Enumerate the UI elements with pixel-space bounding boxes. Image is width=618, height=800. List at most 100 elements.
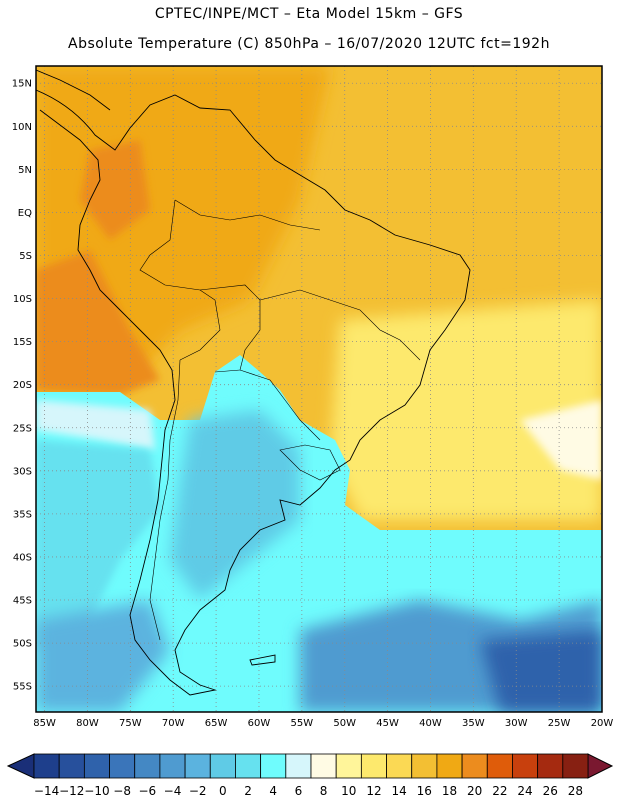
colorbar-swatch (360, 753, 387, 779)
colorbar-high-arrow (587, 753, 614, 779)
colorbar-label: −14 (34, 784, 59, 798)
latitude-label: 50S (13, 639, 32, 650)
colorbar-label: −12 (59, 784, 84, 798)
latitude-label: 30S (13, 466, 32, 477)
colorbar-swatch (537, 753, 564, 779)
field-pale-patch (520, 400, 602, 480)
colorbar-label: 2 (244, 784, 252, 798)
border-chile-argentina (149, 359, 181, 641)
latitude-label: 10N (12, 122, 32, 133)
coastline-south-america (36, 89, 471, 696)
border-brazil-states (259, 289, 421, 361)
colorbar-label: −8 (113, 784, 131, 798)
longitude-label: 70W (162, 718, 185, 729)
colorbar-label: 18 (442, 784, 457, 798)
colorbar-swatch (235, 753, 262, 779)
colorbar-swatch (83, 753, 110, 779)
falkland-islands-outline (249, 654, 276, 666)
longitude-label: 55W (291, 718, 314, 729)
latitude-labels: 15N 10N 5N EQ 5S 10S 15S 20S 25S 30S 35S 40S 45S 50S 5… (12, 79, 32, 693)
field-cool-pacific (36, 400, 155, 450)
colorbar-swatch (486, 753, 513, 779)
longitude-labels: 85W 80W 75W 70W 65W 60W 55W 50W 45W 40W 35W 30W 25W 2… (33, 718, 613, 729)
latitude-label: 5S (19, 251, 32, 262)
colorbar-swatch (562, 753, 589, 779)
temperature-field (36, 66, 602, 712)
latitude-label: 55S (13, 682, 32, 693)
coastline-layer (36, 69, 471, 696)
coastline-central-america (36, 69, 111, 111)
colorbar-swatch (285, 753, 312, 779)
latitude-label: 40S (13, 552, 32, 563)
colorbar-swatch (335, 753, 362, 779)
field-dark-orange-andes-north (80, 140, 150, 240)
colorbar-label: 22 (492, 784, 507, 798)
longitude-label: 25W (548, 718, 571, 729)
colorbar-swatch (109, 753, 136, 779)
colorbar-label: 4 (269, 784, 277, 798)
colorbar-label: 12 (366, 784, 381, 798)
field-cold-argentina (170, 410, 300, 600)
longitude-label: 50W (333, 718, 356, 729)
colorbar-label: 14 (391, 784, 406, 798)
field-coldest-southeast (480, 630, 602, 712)
longitude-label: 45W (376, 718, 399, 729)
longitude-label: 80W (76, 718, 99, 729)
latitude-label: 45S (13, 596, 32, 607)
field-cyan-pacific (36, 440, 160, 650)
longitude-label: 85W (33, 718, 56, 729)
latitude-label: 35S (13, 509, 32, 520)
colorbar-swatch (310, 753, 337, 779)
colorbar-swatch (386, 753, 413, 779)
colorbar-swatch (461, 753, 488, 779)
colorbar-swatch (436, 753, 463, 779)
colorbar-swatch (512, 753, 539, 779)
colorbar-label: 24 (517, 784, 532, 798)
colorbar-label: −2 (189, 784, 207, 798)
colorbar-label: 26 (543, 784, 558, 798)
longitude-label: 20W (591, 718, 614, 729)
border-north (174, 199, 321, 231)
border-uruguay (279, 444, 341, 481)
colorbar-swatch (33, 753, 60, 779)
longitude-label: 60W (248, 718, 271, 729)
latitude-label: 15N (12, 79, 32, 90)
colorbar-label: −6 (138, 784, 156, 798)
colorbar: −14 −12 −10 −8 −6 −4 −2 0 2 4 6 8 10 12 14 16 18 20 22 24 26… (6, 753, 614, 798)
colorbar-label: 8 (320, 784, 328, 798)
colorbar-swatch (134, 753, 161, 779)
latitude-label: 10S (13, 294, 32, 305)
colorbar-label: 16 (417, 784, 432, 798)
colorbar-swatch (159, 753, 186, 779)
latitude-label: 20S (13, 380, 32, 391)
colorbar-label: 20 (467, 784, 482, 798)
colorbar-label: −10 (84, 784, 109, 798)
colorbar-swatch (184, 753, 211, 779)
longitude-label: 35W (462, 718, 485, 729)
longitude-label: 75W (119, 718, 142, 729)
colorbar-low-arrow (6, 753, 35, 779)
colorbar-label: 10 (341, 784, 356, 798)
colorbar-label: 6 (295, 784, 303, 798)
latitude-label: 5N (18, 165, 32, 176)
colorbar-label: −4 (164, 784, 182, 798)
field-yellow-atlantic (330, 300, 602, 520)
longitude-label: 40W (419, 718, 442, 729)
field-cold-southwest (36, 600, 170, 712)
country-borders (139, 199, 421, 641)
longitude-label: 65W (205, 718, 228, 729)
title-line-2: Absolute Temperature (C) 850hPa – 16/07/… (68, 36, 550, 52)
latitude-label: 25S (13, 423, 32, 434)
border-peru-bolivia (139, 199, 221, 361)
map-frame (35, 65, 603, 713)
colorbar-label: 28 (568, 784, 583, 798)
colorbar-swatch (260, 753, 287, 779)
colorbar-label: 0 (219, 784, 227, 798)
colorbar-swatch (209, 753, 236, 779)
colorbar-swatch (411, 753, 438, 779)
title-line-1: CPTEC/INPE/MCT – Eta Model 15km – GFS (154, 6, 464, 22)
longitude-label: 30W (505, 718, 528, 729)
colorbar-swatch (58, 753, 85, 779)
latitude-label: 15S (13, 337, 32, 348)
